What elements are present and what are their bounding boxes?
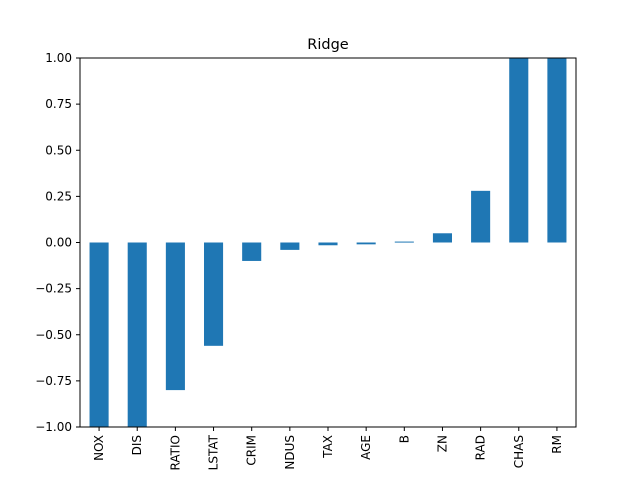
- y-tick-label: 1.00: [45, 51, 72, 65]
- y-axis: 1.00 0.75 0.50 0.25 0.00 −0.25 −0.50 −0.75 −1.00: [35, 51, 80, 434]
- bar-nox: [89, 242, 109, 427]
- y-tick-label: −0.75: [35, 374, 72, 388]
- x-tick-label: NOX: [92, 435, 106, 461]
- bar-b: [394, 241, 414, 243]
- y-tick-label: 0.00: [45, 236, 72, 250]
- bar-zn: [432, 233, 452, 243]
- x-tick-label: RM: [550, 435, 564, 454]
- x-tick-label: B: [397, 435, 411, 443]
- y-tick-label: 0.50: [45, 143, 72, 157]
- x-tick-label: CRIM: [245, 435, 259, 466]
- bar-chas: [509, 58, 529, 243]
- bar-tax: [318, 242, 338, 246]
- y-tick-label: −1.00: [35, 420, 72, 434]
- bar-ratio: [165, 242, 185, 391]
- bar-crim: [242, 242, 262, 261]
- x-tick-label: TAX: [321, 435, 335, 459]
- bar-lstat: [204, 242, 224, 346]
- x-tick-label: AGE: [359, 435, 373, 460]
- x-tick-label: CHAS: [512, 435, 526, 468]
- x-tick-label: DIS: [130, 435, 144, 455]
- y-tick-label: 0.25: [45, 189, 72, 203]
- chart-title: Ridge: [307, 37, 349, 53]
- bar-rad: [471, 190, 491, 243]
- bar-rm: [547, 58, 567, 243]
- x-tick-label: RAD: [474, 435, 488, 460]
- x-tick-label: LSTAT: [207, 434, 221, 470]
- x-tick-label: NDUS: [283, 435, 297, 470]
- y-tick-label: 0.75: [45, 97, 72, 111]
- bar-ndus: [280, 242, 300, 250]
- bar-dis: [127, 242, 147, 427]
- x-tick-label: RATIO: [168, 435, 182, 470]
- y-tick-label: −0.50: [35, 328, 72, 342]
- bar-age: [356, 242, 376, 245]
- y-tick-label: −0.25: [35, 282, 72, 296]
- x-axis: NOX DIS RATIO LSTAT CRIM NDUS TAX AGE B ZN RAD CHAS…: [92, 427, 564, 470]
- x-tick-label: ZN: [435, 435, 449, 452]
- bar-series: [89, 58, 567, 427]
